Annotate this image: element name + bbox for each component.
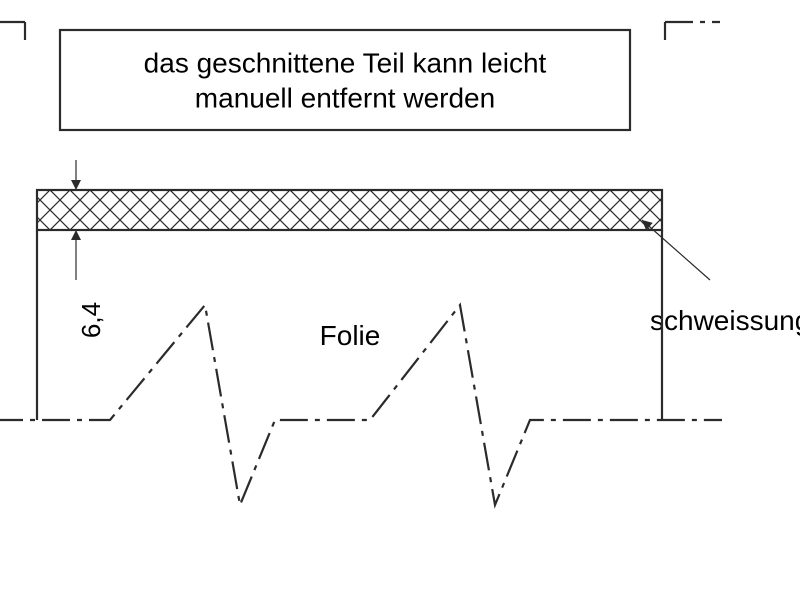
- thickness-dimension: 6,4: [76, 302, 106, 338]
- weld-label: schweissung: [650, 305, 800, 336]
- caption-line1: das geschnittene Teil kann leicht: [144, 47, 547, 78]
- technical-diagram: das geschnittene Teil kann leicht manuell…: [0, 0, 800, 600]
- caption-line2: manuell entfernt werden: [195, 82, 495, 113]
- caption-box: [60, 30, 630, 130]
- folie-label: Folie: [320, 320, 381, 351]
- weld-seam: [37, 190, 662, 230]
- weld-leader: [642, 220, 710, 280]
